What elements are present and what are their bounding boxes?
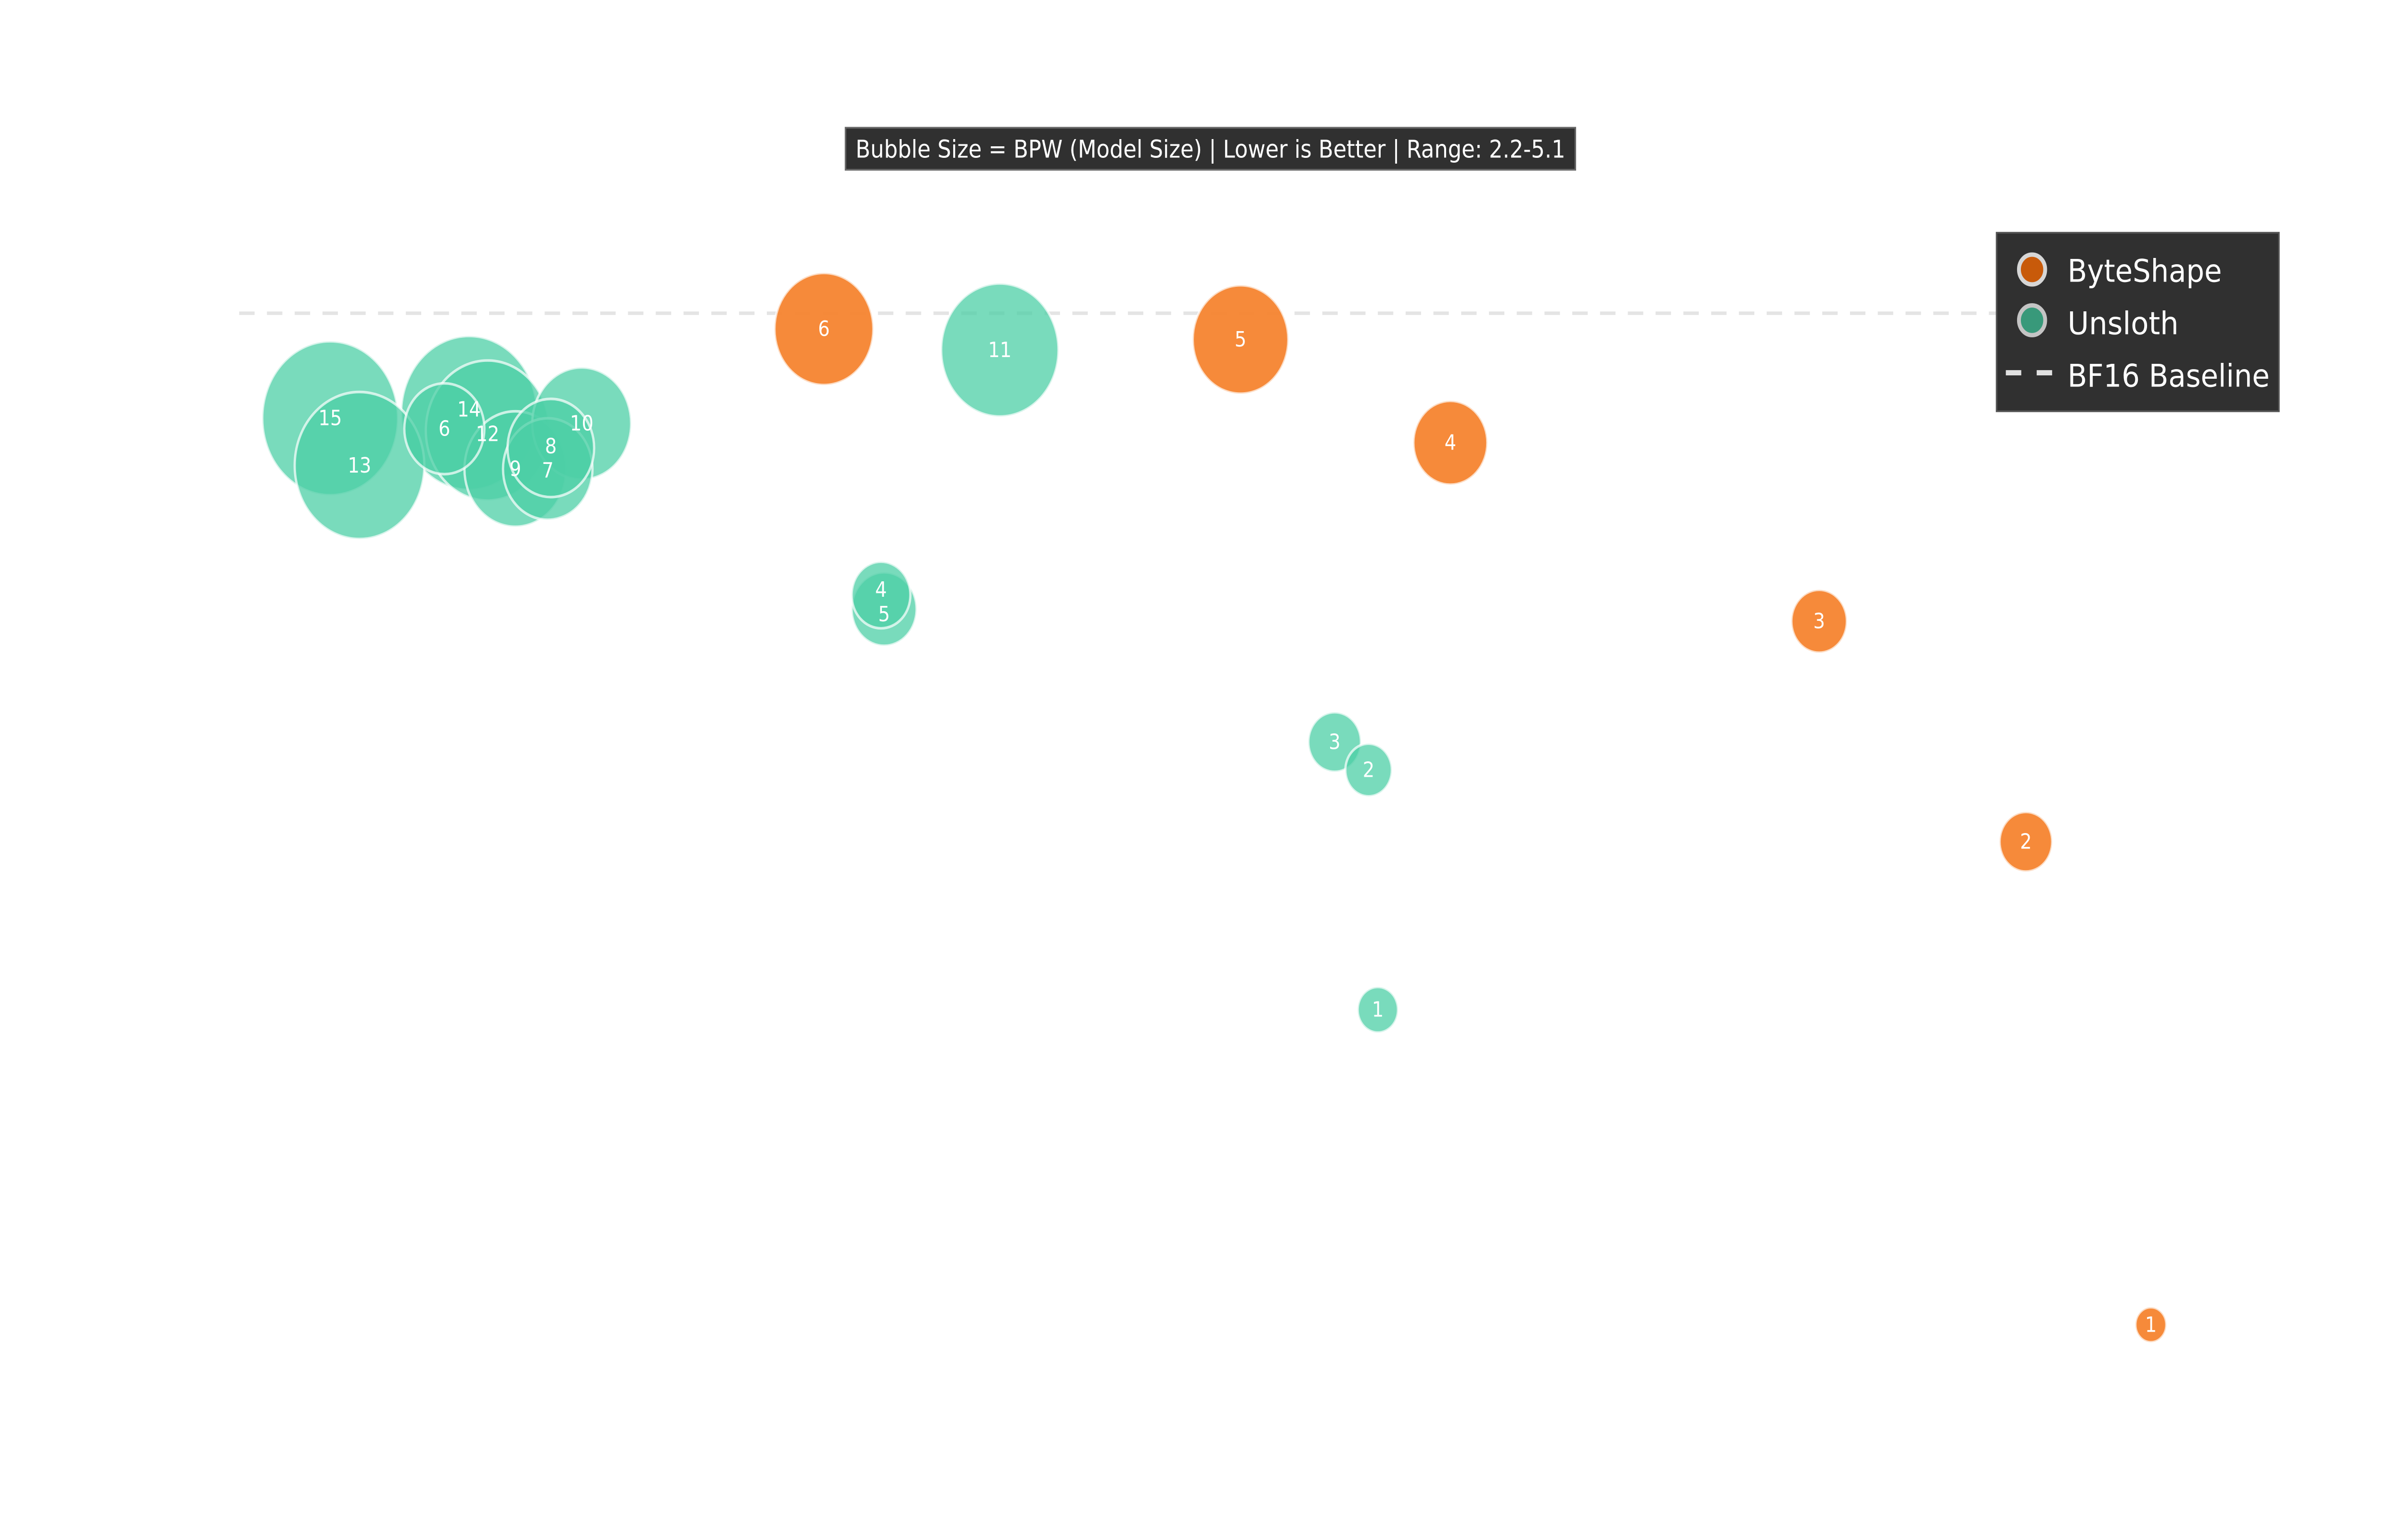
byteshape-bubble-6[interactable] [773,271,875,386]
unsloth-bubble-label: 12 [476,422,499,446]
unsloth-bubble-11[interactable] [940,282,1060,418]
legend-item-unsloth[interactable]: Unsloth [2017,303,2179,342]
bubbles-layer [261,271,2168,1344]
unsloth-bubble-label: 5 [878,602,890,627]
legend[interactable]: ByteShape Unsloth BF16 Baseline [1995,231,2280,412]
byteshape-bubble-label: 4 [1445,430,1456,455]
subtitle-box: Bubble Size = BPW (Model Size) | Lower i… [844,127,1577,171]
unsloth-bubble-label: 15 [318,406,342,430]
chart-subtitle: Bubble Size = BPW (Model Size) | Lower i… [855,135,1565,164]
unsloth-bubble-label: 10 [570,411,594,436]
unsloth-bubble-label: 9 [509,457,521,481]
unsloth-bubble-label: 7 [542,458,554,483]
byteshape-bubble-label: 5 [1235,327,1246,352]
unsloth-bubble-label: 1 [1372,997,1384,1022]
byteshape-bubble-2[interactable] [1998,810,2054,873]
unsloth-bubble-label: 11 [988,338,1011,362]
unsloth-bubble-label: 2 [1363,757,1374,782]
unsloth-bubble-1[interactable] [1356,986,1399,1034]
unsloth-bubble-4[interactable] [850,560,912,630]
unsloth-bubble-label: 13 [348,453,371,478]
byteshape-bubble-label: 6 [818,317,829,341]
unsloth-bubble-label: 6 [439,416,450,441]
unsloth-bubble-6[interactable] [403,382,486,475]
byteshape-bubble-4[interactable] [1412,399,1488,486]
legend-label-bf16-baseline: BF16 Baseline [2068,358,2270,394]
byteshape-bubble-label: 3 [1813,609,1825,633]
byteshape-bubble-1[interactable] [2134,1306,2168,1344]
unsloth-bubble-label: 3 [1329,730,1340,754]
legend-label-byteshape: ByteShape [2068,253,2222,289]
legend-label-unsloth: Unsloth [2068,305,2179,342]
legend-item-byteshape[interactable]: ByteShape [2017,252,2222,289]
unsloth-bubble-label: 8 [545,434,556,459]
byteshape-marker-icon [2017,252,2047,287]
unsloth-marker-icon [2017,303,2047,337]
unsloth-bubble-label: 14 [457,397,481,422]
byteshape-bubble-label: 2 [2020,829,2032,854]
unsloth-bubble-label: 4 [875,578,887,602]
byteshape-bubble-label: 1 [2145,1312,2157,1337]
legend-item-bf16-baseline[interactable]: BF16 Baseline [2006,358,2270,395]
byteshape-bubble-5[interactable] [1191,284,1290,395]
unsloth-bubble-2[interactable] [1344,742,1393,798]
byteshape-bubble-3[interactable] [1790,588,1848,654]
unsloth-bubble-8[interactable] [506,398,595,499]
